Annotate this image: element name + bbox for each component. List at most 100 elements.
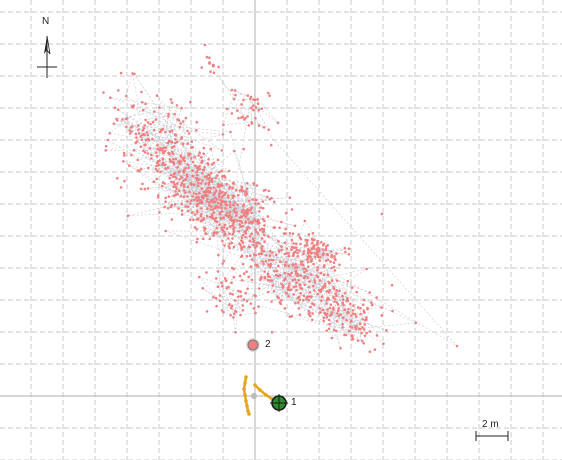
cloud-point xyxy=(257,202,260,206)
cloud-point xyxy=(356,306,360,309)
cloud-point xyxy=(174,190,177,193)
cloud-point xyxy=(153,110,156,113)
cloud-point xyxy=(355,290,359,294)
cloud-point xyxy=(349,320,353,323)
cloud-point xyxy=(330,279,334,282)
cloud-point xyxy=(303,244,307,247)
cloud-point xyxy=(152,180,156,184)
cloud-point xyxy=(252,307,256,310)
cloud-point xyxy=(313,278,316,282)
cloud-point xyxy=(283,271,286,275)
cloud-point xyxy=(256,98,259,101)
cloud-point xyxy=(197,154,200,157)
cloud-point xyxy=(245,226,249,230)
cloud-point xyxy=(314,255,317,259)
cloud-point xyxy=(252,108,255,112)
cloud-point xyxy=(122,160,125,163)
cloud-point xyxy=(342,303,345,307)
cloud-point xyxy=(238,219,241,223)
cloud-point xyxy=(164,200,167,203)
cloud-point xyxy=(240,236,244,239)
cloud-point xyxy=(341,316,345,320)
cloud-point xyxy=(308,280,311,283)
cloud-point xyxy=(234,310,237,313)
cloud-point xyxy=(136,124,140,127)
cloud-point xyxy=(170,129,174,132)
cloud-point xyxy=(322,273,326,277)
cloud-point xyxy=(295,289,298,292)
cloud-point xyxy=(249,97,252,101)
cloud-point xyxy=(174,185,178,189)
cloud-point xyxy=(186,209,190,213)
cloud-point xyxy=(191,160,195,164)
cloud-point xyxy=(139,145,143,148)
cloud-point xyxy=(240,186,244,189)
cloud-point xyxy=(196,179,199,182)
cloud-point xyxy=(329,303,333,307)
cloud-point xyxy=(259,278,262,282)
cloud-point xyxy=(313,289,316,292)
cloud-point xyxy=(291,263,295,266)
cloud-point xyxy=(230,216,233,219)
cloud-point xyxy=(196,184,200,188)
cloud-point xyxy=(249,95,253,99)
cloud-point xyxy=(309,273,313,276)
cloud-point xyxy=(193,155,196,159)
cloud-point xyxy=(325,290,329,293)
cloud-point xyxy=(209,147,213,151)
cloud-point xyxy=(116,176,119,180)
cloud-point xyxy=(243,212,246,215)
cloud-point xyxy=(264,260,268,263)
cloud-point xyxy=(198,167,202,171)
cloud-point xyxy=(329,314,332,317)
cloud-point xyxy=(186,185,190,188)
cloud-point xyxy=(155,94,159,97)
cloud-point xyxy=(301,298,305,302)
cloud-point xyxy=(315,250,319,253)
cloud-point xyxy=(298,313,302,317)
cloud-point xyxy=(257,124,261,127)
cloud-point xyxy=(227,237,230,240)
cloud-point xyxy=(325,329,329,333)
cloud-point xyxy=(198,178,201,181)
cloud-point xyxy=(290,315,294,318)
cloud-point xyxy=(280,248,283,252)
waypoint-2-marker[interactable] xyxy=(246,338,260,352)
cloud-point xyxy=(228,246,231,250)
cloud-point xyxy=(129,126,133,129)
cloud-point xyxy=(201,171,204,175)
cloud-point xyxy=(269,262,273,266)
cloud-point xyxy=(230,218,233,222)
waypoint-1-marker[interactable] xyxy=(270,394,288,412)
cloud-point xyxy=(221,195,224,198)
cloud-point xyxy=(140,90,143,94)
cloud-point xyxy=(172,185,175,189)
cloud-point xyxy=(298,298,302,302)
cloud-point xyxy=(184,191,187,194)
cloud-point xyxy=(195,228,198,231)
cloud-point xyxy=(203,229,206,232)
cloud-point xyxy=(251,104,255,108)
cloud-point xyxy=(242,214,246,217)
cloud-point xyxy=(215,277,218,280)
cloud-point xyxy=(271,284,275,287)
cloud-point xyxy=(247,124,251,127)
cloud-point xyxy=(361,326,364,329)
cloud-point xyxy=(125,94,128,98)
cloud-point xyxy=(335,319,339,323)
cloud-point xyxy=(362,342,366,345)
cloud-point xyxy=(189,218,192,221)
cloud-point xyxy=(220,149,224,152)
cloud-point xyxy=(252,243,255,247)
cloud-point xyxy=(321,287,324,290)
cloud-point xyxy=(354,315,358,318)
cloud-point xyxy=(204,182,207,185)
cloud-point xyxy=(142,133,145,136)
cloud-point xyxy=(180,181,184,185)
cloud-point xyxy=(151,120,155,124)
cloud-point xyxy=(301,263,305,267)
cloud-point xyxy=(250,106,253,110)
cloud-point xyxy=(321,243,325,247)
